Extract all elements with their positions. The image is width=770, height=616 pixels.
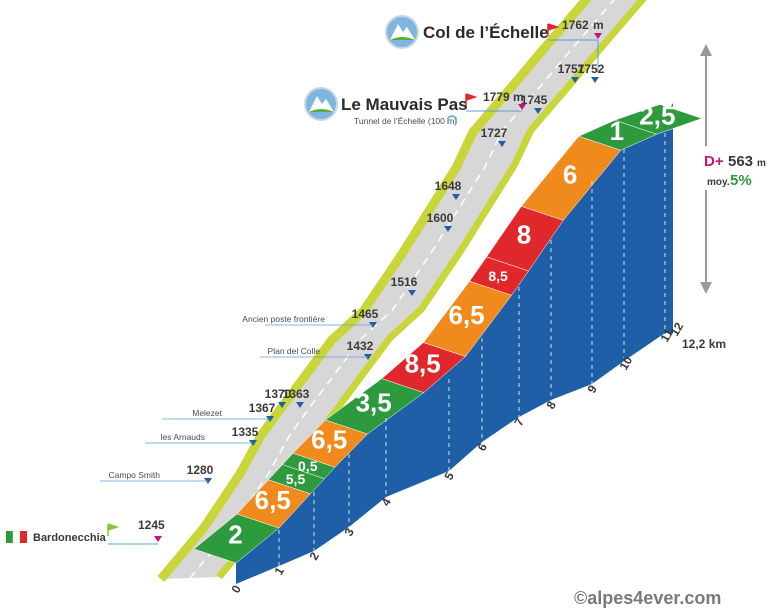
waypoint-altitude: 1432 [347, 339, 374, 353]
gain-prefix: D+ [704, 153, 724, 170]
waypoint-altitude: 1648 [435, 179, 462, 193]
waypoint-altitude: 1600 [427, 211, 454, 225]
copyright: ©alpes4ever.com [574, 588, 721, 608]
waypoint-altitude: 1727 [481, 126, 508, 140]
static-labels: Col de l’Échelle 1762 m Le Mauvais Pas 1… [6, 15, 770, 608]
waypoint-name: Melezet [192, 408, 222, 418]
gain-value: 563 [728, 153, 753, 170]
waypoint-altitude: 1335 [232, 425, 259, 439]
grade-label: 5,5 [286, 471, 306, 487]
total-distance: 12,2 km [682, 337, 726, 351]
km-tick-label: 10 [616, 354, 635, 373]
waypoint-pointer-icon [534, 108, 542, 114]
waypoint-pointer-icon [408, 290, 416, 296]
waypoint-name: les Arnauds [161, 432, 205, 442]
summit-marker: Col de l’Échelle 1762 m [385, 15, 604, 72]
pass-marker: Le Mauvais Pas 1779 m Tunnel de l’Échell… [304, 87, 526, 126]
km-tick-label: 3 [341, 525, 357, 538]
summit-pointer-icon [594, 33, 602, 39]
pass-name: Le Mauvais Pas [341, 95, 468, 114]
summit-name: Col de l’Échelle [423, 23, 549, 42]
grade-label: 6,5 [448, 300, 484, 330]
grade-label: 6,5 [255, 485, 291, 515]
road-edge-left [157, 0, 592, 582]
grade-label: 6 [563, 159, 577, 189]
grade-label: 0,5 [298, 458, 318, 474]
km-tick-label: 2 [306, 549, 322, 562]
km-tick-label: 5 [441, 469, 457, 482]
grade-label: 8 [517, 220, 531, 250]
km-tick-label: 7 [511, 415, 527, 428]
km-tick-label: 12 [667, 320, 686, 339]
waypoint-altitude: 1280 [187, 463, 214, 477]
waypoint-name: Plan del Colle [268, 346, 321, 356]
summit-altitude: 1762 [562, 18, 589, 32]
pass-altitude: 1779 [483, 90, 510, 104]
km-tick-label: 9 [584, 382, 600, 395]
gain-unit: m [757, 158, 766, 169]
tunnel-label: Tunnel de l’Échelle (100 m) [354, 116, 457, 126]
gain-avg-prefix: moy. [707, 177, 730, 188]
arrow-up-icon [700, 44, 712, 56]
start-altitude: 1245 [138, 518, 165, 532]
start-pointer-icon [154, 536, 162, 542]
flag-icon [547, 23, 560, 36]
waypoint-pointer-icon [591, 77, 599, 83]
waypoint-altitude: 1363 [283, 387, 310, 401]
arrow-down-icon [700, 282, 712, 294]
km-tick-label: 6 [474, 440, 490, 453]
grade-label: 6,5 [311, 425, 347, 455]
profile-wall [236, 103, 673, 584]
grade-label: 2,5 [639, 100, 675, 130]
waypoint-pointer-icon [278, 402, 286, 408]
grade-label: 8,5 [488, 268, 508, 284]
pass-pointer-icon [518, 104, 526, 110]
km-tick-label: 0 [228, 582, 244, 595]
km-tick-label: 4 [378, 495, 394, 508]
waypoint-pointer-icon [444, 226, 452, 232]
waypoint-name: Campo Smith [109, 470, 161, 480]
road-centerline [189, 0, 615, 579]
grade-label: 2 [228, 520, 242, 550]
grade-label: 8,5 [405, 349, 441, 379]
grade-label: 3,5 [356, 387, 392, 417]
waypoint-pointer-icon [571, 77, 579, 83]
flag-icon [465, 93, 478, 106]
waypoint-altitude: 1745 [521, 93, 548, 107]
waypoint-pointer-icon [296, 402, 304, 408]
km-tick-label: 1 [271, 564, 287, 577]
flag-icon [107, 523, 120, 536]
grade-segment [614, 104, 703, 135]
waypoint-name: Ancien poste frontière [242, 314, 325, 324]
grade-label: 1 [610, 116, 624, 146]
km-tick-label: 8 [543, 398, 559, 411]
waypoint-altitude: 1465 [352, 307, 379, 321]
waypoint-altitude: 1757 [558, 62, 585, 76]
tunnel-icon [447, 115, 457, 124]
gain-avg-value: 5% [730, 172, 752, 189]
waypoint-altitude: 1516 [391, 275, 418, 289]
start-name: Bardonecchia [33, 532, 107, 544]
waypoint-pointer-icon [498, 141, 506, 147]
start-marker: Bardonecchia 1245 [6, 518, 165, 545]
summit-unit: m [593, 18, 604, 32]
waypoint-altitude: 1370 [265, 387, 292, 401]
waypoint-pointer-icon [452, 194, 460, 200]
waypoint-altitude: 1752 [578, 62, 605, 76]
pass-unit: m [513, 90, 524, 104]
waypoint-altitude: 1367 [249, 401, 276, 415]
elevation-gain-box: D+ 563 m moy. 5% [700, 44, 770, 294]
